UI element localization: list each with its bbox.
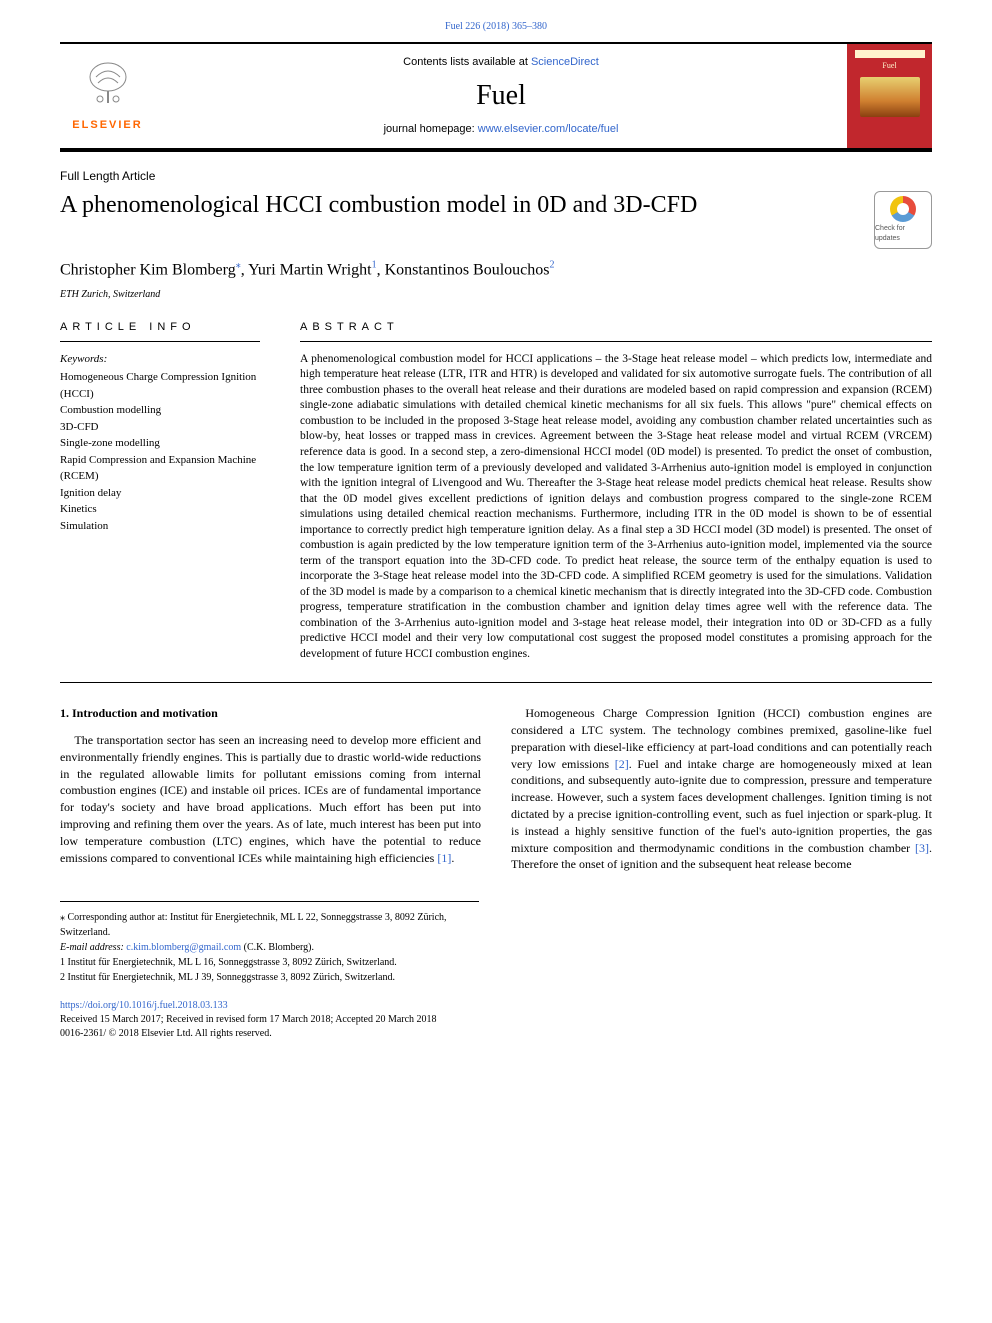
footnote-2: 2 Institut für Energietechnik, ML J 39, … <box>60 970 479 985</box>
abstract-heading: ABSTRACT <box>300 320 932 342</box>
author-3: , Konstantinos Boulouchos <box>377 261 550 278</box>
body-paragraph: The transportation sector has seen an in… <box>60 732 481 866</box>
section-1-heading: 1. Introduction and motivation <box>60 705 481 722</box>
affiliation: ETH Zurich, Switzerland <box>60 288 932 302</box>
issn-copyright: 0016-2361/ © 2018 Elsevier Ltd. All righ… <box>60 1027 932 1041</box>
elsevier-wordmark: ELSEVIER <box>72 118 142 133</box>
body-text: . Fuel and intake charge are homogeneous… <box>511 757 932 855</box>
contents-available-line: Contents lists available at ScienceDirec… <box>167 55 835 70</box>
header-center: Contents lists available at ScienceDirec… <box>167 44 835 148</box>
email-line: E-mail address: c.kim.blomberg@gmail.com… <box>60 940 479 955</box>
received-dates: Received 15 March 2017; Received in revi… <box>60 1013 932 1027</box>
elsevier-logo[interactable]: ELSEVIER <box>60 44 155 148</box>
article-type: Full Length Article <box>60 168 932 185</box>
body-paragraph: Homogeneous Charge Compression Ignition … <box>511 705 932 873</box>
ref-link-1[interactable]: [1] <box>437 851 451 865</box>
cover-title: Fuel <box>882 62 896 71</box>
corresponding-author-note: ⁎ Corresponding author at: Institut für … <box>60 910 479 940</box>
journal-header: ELSEVIER Contents lists available at Sci… <box>60 42 932 152</box>
ref-link-3[interactable]: [3] <box>915 841 929 855</box>
title-row: A phenomenological HCCI combustion model… <box>60 191 932 249</box>
contents-prefix: Contents lists available at <box>403 56 531 68</box>
author-3-sup-link[interactable]: 2 <box>550 261 555 278</box>
email-suffix: (C.K. Blomberg). <box>241 942 314 953</box>
author-1: Christopher Kim Blomberg <box>60 261 236 278</box>
doi-block: https://doi.org/10.1016/j.fuel.2018.03.1… <box>60 999 932 1041</box>
footnote-1: 1 Institut für Energietechnik, ML L 16, … <box>60 955 479 970</box>
keywords-label: Keywords: <box>60 352 260 367</box>
author-3-sup: 2 <box>550 260 555 271</box>
author-2: , Yuri Martin Wright <box>241 261 372 278</box>
body-text: The transportation sector has seen an in… <box>60 733 481 865</box>
email-label: E-mail address: <box>60 942 126 953</box>
crossmark-icon <box>890 196 916 222</box>
info-abstract-row: ARTICLE INFO Keywords: Homogeneous Charg… <box>60 320 932 684</box>
article-info-column: ARTICLE INFO Keywords: Homogeneous Charg… <box>60 320 260 663</box>
check-updates-badge[interactable]: Check for updates <box>874 191 932 249</box>
keyword-item: Rapid Compression and Expansion Machine … <box>60 452 260 485</box>
keyword-item: Kinetics <box>60 501 260 518</box>
top-citation: Fuel 226 (2018) 365–380 <box>60 20 932 34</box>
journal-cover-thumbnail[interactable]: Fuel <box>847 44 932 148</box>
elsevier-tree-icon <box>78 59 138 116</box>
sciencedirect-link[interactable]: ScienceDirect <box>531 56 599 68</box>
email-link[interactable]: c.kim.blomberg@gmail.com <box>126 942 241 953</box>
ref-link-2[interactable]: [2] <box>615 757 629 771</box>
keyword-item: Combustion modelling <box>60 402 260 419</box>
cover-bar-icon <box>855 50 925 58</box>
article-title: A phenomenological HCCI combustion model… <box>60 191 697 220</box>
homepage-link[interactable]: www.elsevier.com/locate/fuel <box>478 123 619 135</box>
top-citation-link[interactable]: Fuel 226 (2018) 365–380 <box>445 21 547 32</box>
homepage-line: journal homepage: www.elsevier.com/locat… <box>167 122 835 137</box>
keyword-item: Homogeneous Charge Compression Ignition … <box>60 369 260 402</box>
keywords-list: Homogeneous Charge Compression Ignition … <box>60 369 260 534</box>
keyword-item: Simulation <box>60 518 260 535</box>
journal-title: Fuel <box>167 76 835 115</box>
check-updates-label: Check for updates <box>875 224 931 244</box>
body-two-column: 1. Introduction and motivation The trans… <box>60 705 932 873</box>
authors-line: Christopher Kim Blomberg⁎, Yuri Martin W… <box>60 259 932 282</box>
cover-graphic-icon <box>860 77 920 117</box>
article-info-heading: ARTICLE INFO <box>60 320 260 342</box>
keyword-item: 3D-CFD <box>60 419 260 436</box>
keyword-item: Ignition delay <box>60 485 260 502</box>
footnotes-block: ⁎ Corresponding author at: Institut für … <box>60 901 479 985</box>
keyword-item: Single-zone modelling <box>60 435 260 452</box>
abstract-text: A phenomenological combustion model for … <box>300 352 932 662</box>
body-text: . <box>451 851 454 865</box>
doi-link[interactable]: https://doi.org/10.1016/j.fuel.2018.03.1… <box>60 1000 228 1011</box>
homepage-prefix: journal homepage: <box>384 123 478 135</box>
abstract-column: ABSTRACT A phenomenological combustion m… <box>300 320 932 663</box>
